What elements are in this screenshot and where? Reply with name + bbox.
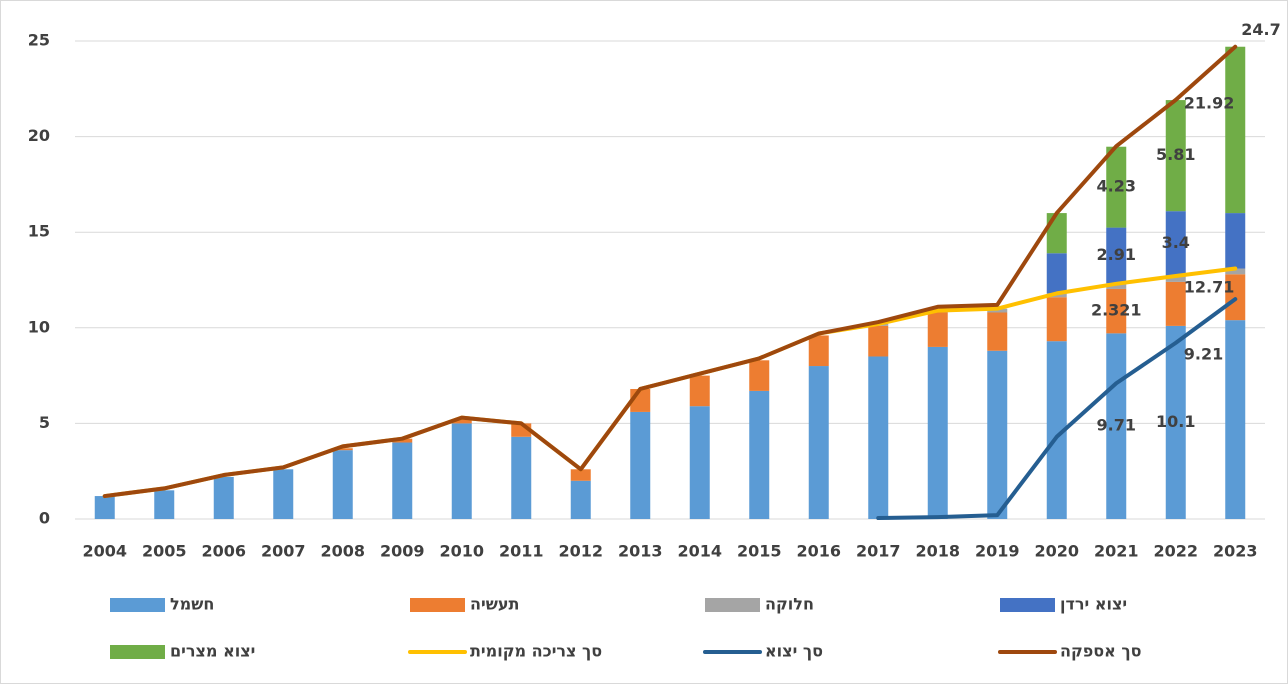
legend-label: סך צריכה מקומית bbox=[470, 642, 602, 661]
bar-segment bbox=[511, 436, 532, 519]
bar-segment bbox=[1225, 268, 1246, 275]
bar-segment bbox=[808, 366, 829, 519]
legend-label: יצוא ירדן bbox=[1060, 595, 1127, 614]
bar-segment bbox=[1165, 100, 1186, 212]
x-tick-label: 2020 bbox=[1034, 542, 1079, 561]
bar-segment bbox=[392, 442, 413, 519]
bar-segment bbox=[451, 419, 472, 424]
x-tick-label: 2007 bbox=[261, 542, 306, 561]
legend-swatch bbox=[110, 598, 165, 612]
bar-segment bbox=[987, 312, 1008, 351]
legend-label: סך יצוא bbox=[765, 642, 823, 661]
x-tick-label: 2010 bbox=[439, 542, 484, 561]
bar-segment bbox=[927, 346, 948, 519]
bar-segment bbox=[1165, 276, 1186, 282]
y-tick-label: 25 bbox=[28, 31, 50, 50]
bar-segment bbox=[1225, 46, 1246, 214]
bar-segment bbox=[1106, 283, 1127, 289]
y-tick-label: 20 bbox=[28, 126, 50, 145]
line-series bbox=[102, 44, 1238, 499]
legend-label: תעשיה bbox=[470, 595, 519, 614]
legend-label: חשמל bbox=[170, 595, 214, 614]
bar-segment bbox=[1046, 213, 1067, 254]
bar-segment bbox=[1225, 213, 1246, 269]
legend-label: חלוקה bbox=[765, 595, 814, 614]
x-tick-label: 2022 bbox=[1153, 542, 1198, 561]
data-label: 2.321 bbox=[1091, 301, 1142, 320]
y-tick-label: 15 bbox=[28, 222, 50, 241]
bar-segment bbox=[868, 325, 889, 357]
bar-segment bbox=[749, 360, 770, 391]
x-tick-label: 2009 bbox=[380, 542, 425, 561]
legend-swatch bbox=[705, 598, 760, 612]
data-label: 9.71 bbox=[1097, 416, 1136, 435]
bar-segment bbox=[1106, 227, 1127, 284]
x-tick-label: 2004 bbox=[82, 542, 127, 561]
x-tick-label: 2015 bbox=[737, 542, 782, 561]
bar-segment bbox=[1165, 325, 1186, 519]
x-tick-label: 2019 bbox=[975, 542, 1020, 561]
x-tick-label: 2016 bbox=[796, 542, 841, 561]
bar-segment bbox=[1165, 281, 1186, 326]
bar-segment bbox=[1046, 341, 1067, 519]
bar-segment bbox=[213, 476, 234, 519]
x-tick-label: 2017 bbox=[856, 542, 901, 561]
bar-segment bbox=[1225, 320, 1246, 519]
bar-segment bbox=[451, 423, 472, 519]
bar-segment bbox=[154, 490, 175, 519]
legend-swatch bbox=[410, 598, 465, 612]
bar-segment bbox=[808, 335, 829, 367]
data-label: 21.92 bbox=[1184, 93, 1235, 112]
bar-segment bbox=[1106, 288, 1127, 334]
data-label: 10.1 bbox=[1156, 412, 1195, 431]
bar-segment bbox=[749, 390, 770, 519]
bar-segment bbox=[927, 312, 948, 347]
x-tick-label: 2011 bbox=[499, 542, 544, 561]
data-label: 4.23 bbox=[1097, 177, 1136, 196]
bar-segment bbox=[1106, 146, 1127, 228]
x-tick-label: 2012 bbox=[558, 542, 603, 561]
x-tick-label: 2008 bbox=[320, 542, 365, 561]
bar-segment bbox=[332, 450, 353, 519]
bar-segment bbox=[689, 406, 710, 519]
bar-segment bbox=[1165, 211, 1186, 277]
data-label: 3.4 bbox=[1162, 233, 1190, 252]
x-tick-label: 2014 bbox=[677, 542, 722, 561]
legend-label: יצוא מצרים bbox=[170, 642, 255, 661]
x-tick-label: 2013 bbox=[618, 542, 663, 561]
bar-segment bbox=[1046, 253, 1067, 294]
bar-segment bbox=[630, 411, 651, 519]
bar-segment bbox=[332, 448, 353, 451]
y-tick-label: 10 bbox=[28, 317, 50, 336]
legend-swatch bbox=[1000, 598, 1055, 612]
x-tick-label: 2023 bbox=[1213, 542, 1258, 561]
bar-segment bbox=[987, 350, 1008, 519]
x-tick-label: 2018 bbox=[915, 542, 960, 561]
bar-segment bbox=[1046, 297, 1067, 342]
data-label: 24.7 bbox=[1241, 20, 1280, 39]
y-tick-label: 0 bbox=[39, 509, 50, 528]
legend-swatch bbox=[110, 645, 165, 659]
bar-segment bbox=[689, 375, 710, 407]
x-tick-label: 2021 bbox=[1094, 542, 1139, 561]
bar-segment bbox=[570, 469, 591, 481]
bar-segment bbox=[94, 496, 115, 519]
x-tick-label: 2006 bbox=[201, 542, 246, 561]
bar-segment bbox=[570, 480, 591, 519]
x-tick-label: 2005 bbox=[142, 542, 187, 561]
bar-segment bbox=[273, 469, 294, 519]
data-label: 12.71 bbox=[1184, 277, 1235, 296]
data-label: 9.21 bbox=[1184, 344, 1223, 363]
legend-label: סך אספקה bbox=[1060, 642, 1142, 661]
y-tick-label: 5 bbox=[39, 413, 50, 432]
data-label: 5.81 bbox=[1156, 145, 1195, 164]
data-label: 2.91 bbox=[1097, 245, 1136, 264]
line-series bbox=[876, 297, 1238, 521]
bar-segment bbox=[868, 356, 889, 519]
